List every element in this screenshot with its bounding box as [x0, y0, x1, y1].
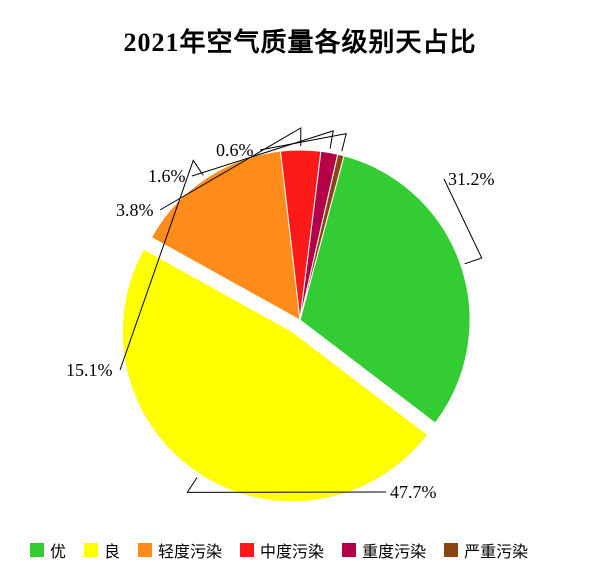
leader-line	[260, 134, 346, 151]
legend-item: 轻度污染	[138, 538, 222, 562]
legend-label: 良	[104, 538, 120, 562]
legend-item: 优	[30, 538, 66, 562]
legend-label: 优	[50, 538, 66, 562]
legend-swatch	[444, 543, 458, 557]
legend: 优 良 轻度污染 中度污染 重度污染 严重污染	[30, 538, 590, 562]
legend-item: 重度污染	[342, 538, 426, 562]
legend-item: 中度污染	[240, 538, 324, 562]
slice-label: 31.2%	[448, 169, 495, 189]
legend-label: 严重污染	[464, 538, 528, 562]
legend-swatch	[240, 543, 254, 557]
slice-label: 0.6%	[216, 140, 254, 160]
slice-label: 3.8%	[116, 200, 154, 220]
pie-chart: 31.2% 47.7% 15.1% 3.8% 1.6% 0.6%	[0, 70, 600, 510]
legend-item: 严重污染	[444, 538, 528, 562]
legend-swatch	[342, 543, 356, 557]
legend-label: 轻度污染	[158, 538, 222, 562]
page: 2021年空气质量各级别天占比 31.2% 47.7% 15.1% 3.8% 1.6% 0…	[0, 0, 600, 580]
legend-swatch	[138, 543, 152, 557]
legend-swatch	[84, 543, 98, 557]
legend-label: 重度污染	[362, 538, 426, 562]
legend-label: 中度污染	[260, 538, 324, 562]
slice-label: 15.1%	[66, 360, 113, 380]
legend-swatch	[30, 543, 44, 557]
slice-label: 1.6%	[148, 166, 186, 186]
legend-item: 良	[84, 538, 120, 562]
pie-chart-svg: 31.2% 47.7% 15.1% 3.8% 1.6% 0.6%	[0, 70, 600, 530]
chart-title: 2021年空气质量各级别天占比	[0, 22, 600, 59]
slice-label: 47.7%	[390, 482, 437, 502]
